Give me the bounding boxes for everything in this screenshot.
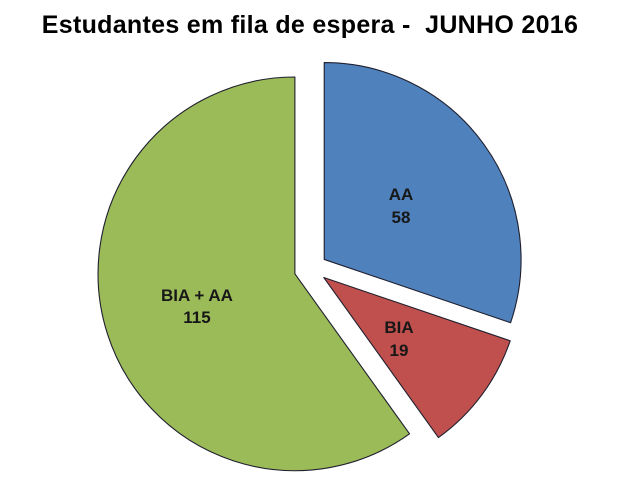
svg-text:19: 19 (390, 341, 409, 360)
svg-text:AA: AA (389, 185, 414, 204)
svg-text:BIA + AA: BIA + AA (161, 286, 233, 305)
svg-text:BIA: BIA (384, 318, 413, 337)
svg-text:115: 115 (183, 308, 210, 327)
svg-text:58: 58 (392, 208, 411, 227)
